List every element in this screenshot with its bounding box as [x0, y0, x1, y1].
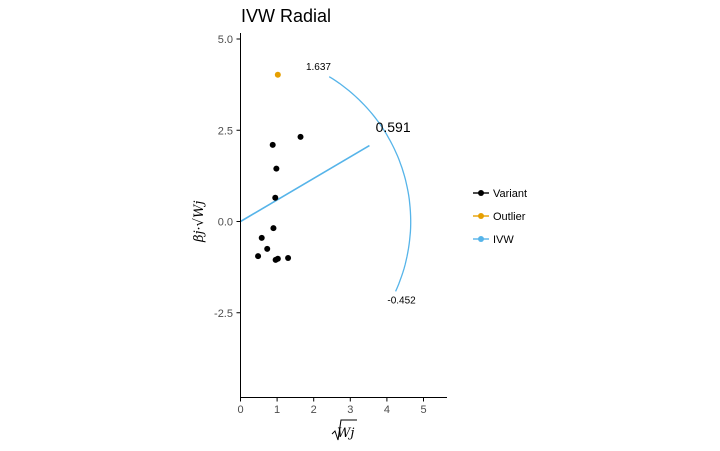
y-tick-label-2: 2.5 — [218, 125, 233, 137]
variant-point-3 — [272, 194, 279, 201]
variant-point-1 — [297, 133, 304, 140]
x-axis-label: Wj — [331, 419, 357, 441]
legend-key-dot-1 — [478, 213, 484, 219]
y-axis-ticks: -2.5 0.0 2.5 5.0 — [214, 34, 241, 320]
y-tick-label-0: -2.5 — [214, 308, 233, 320]
variant-point-4 — [270, 225, 277, 232]
plot-area: 1.637 0.591 -0.452 — [240, 62, 416, 306]
chart-title: IVW Radial — [241, 6, 331, 26]
variant-point-0 — [269, 141, 276, 148]
x-tick-label-0: 0 — [237, 404, 243, 416]
x-tick-label-1: 1 — [274, 404, 280, 416]
legend: Variant Outlier IVW — [473, 188, 527, 246]
x-axis-label-text: Wj — [337, 426, 354, 441]
variant-point-2 — [273, 165, 280, 172]
y-tick-label-1: 0.0 — [218, 217, 233, 229]
variant-point-6 — [264, 245, 271, 252]
y-axis-label-text: βj·√Wj — [192, 201, 207, 243]
legend-key-dot-0 — [478, 190, 484, 196]
variant-point-9 — [274, 255, 281, 262]
ivw-estimate-line — [240, 144, 370, 223]
legend-key-dot-2 — [478, 236, 484, 242]
variant-point-7 — [255, 253, 262, 260]
variant-point-10 — [285, 255, 292, 261]
outlier-point-0 — [274, 71, 281, 78]
x-tick-label-5: 5 — [420, 404, 426, 416]
y-tick-label-3: 5.0 — [218, 34, 233, 46]
legend-label-0: Variant — [493, 188, 527, 200]
legend-label-2: IVW — [493, 234, 514, 246]
ci-lower-label: -0.452 — [387, 295, 416, 306]
ivw-estimate-label: 0.591 — [376, 119, 411, 135]
y-axis-label: βj·√Wj — [192, 201, 207, 243]
variant-point-5 — [258, 234, 265, 241]
legend-label-1: Outlier — [493, 211, 526, 223]
x-tick-label-3: 3 — [347, 404, 353, 416]
x-tick-label-4: 4 — [384, 404, 390, 416]
x-tick-label-2: 2 — [311, 404, 317, 416]
x-axis-ticks: 0 1 2 3 4 5 — [237, 397, 427, 416]
ivw-ci-arc — [328, 76, 412, 292]
ci-upper-label: 1.637 — [306, 62, 331, 73]
